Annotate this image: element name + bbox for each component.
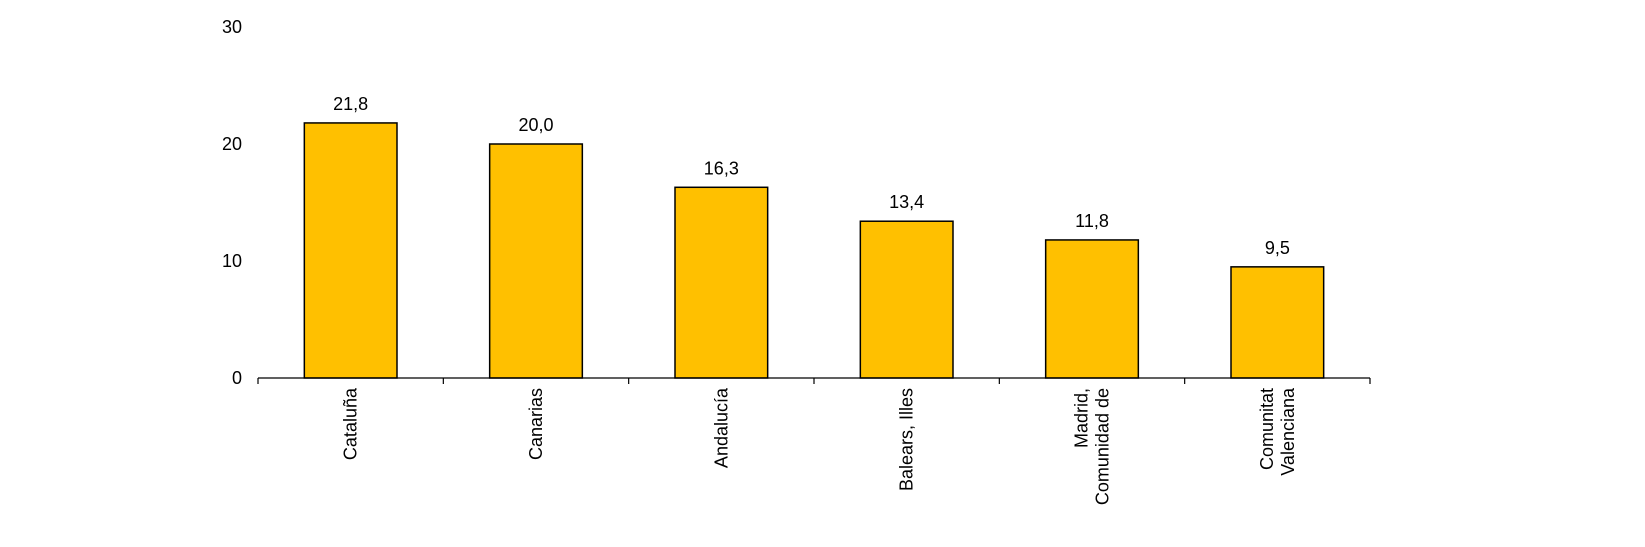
x-axis-ticks [257,378,1371,384]
category-label-line: Andalucía [711,387,731,468]
bar-value-label: 21,8 [333,94,368,114]
category-label: Canarias [526,388,546,460]
category-label: Balears, Illes [897,388,917,491]
bar [859,220,954,379]
category-label: Andalucía [711,387,731,468]
bar [674,186,769,379]
category-labels: Cataluña Canarias Andalucía Balears, Illes M… [341,387,1298,505]
bar-value-label: 11,8 [1075,211,1109,231]
bar [1044,239,1140,379]
category-label-line: Valenciana [1278,387,1298,476]
category-label: Madrid, Comunidad de [1072,388,1113,505]
bar-value-label: 20,0 [518,115,553,135]
category-label-line: Comunitat [1257,388,1277,470]
bar-value-label: 16,3 [704,158,739,178]
bar [488,143,584,379]
bar [303,122,398,379]
bar-value-label: 13,4 [889,192,924,212]
bar-value-label: 9,5 [1265,238,1290,258]
category-label: Comunitat Valenciana [1257,387,1298,476]
bars [303,122,1325,379]
bar [1230,266,1325,379]
category-label: Cataluña [341,387,361,460]
category-label-line: Madrid, [1072,388,1092,448]
y-tick-label: 0 [232,368,242,388]
y-tick-label: 30 [222,17,242,37]
category-label-line: Canarias [526,388,546,460]
y-tick-label: 20 [222,134,242,154]
category-label-line: Balears, Illes [897,388,917,491]
category-label-line: Comunidad de [1093,388,1113,505]
y-axis-ticks: 0 10 20 30 [222,17,242,388]
category-label-line: Cataluña [341,387,361,460]
y-tick-label: 10 [222,251,242,271]
value-labels: 21,8 20,0 16,3 13,4 11,8 9,5 [333,94,1290,258]
